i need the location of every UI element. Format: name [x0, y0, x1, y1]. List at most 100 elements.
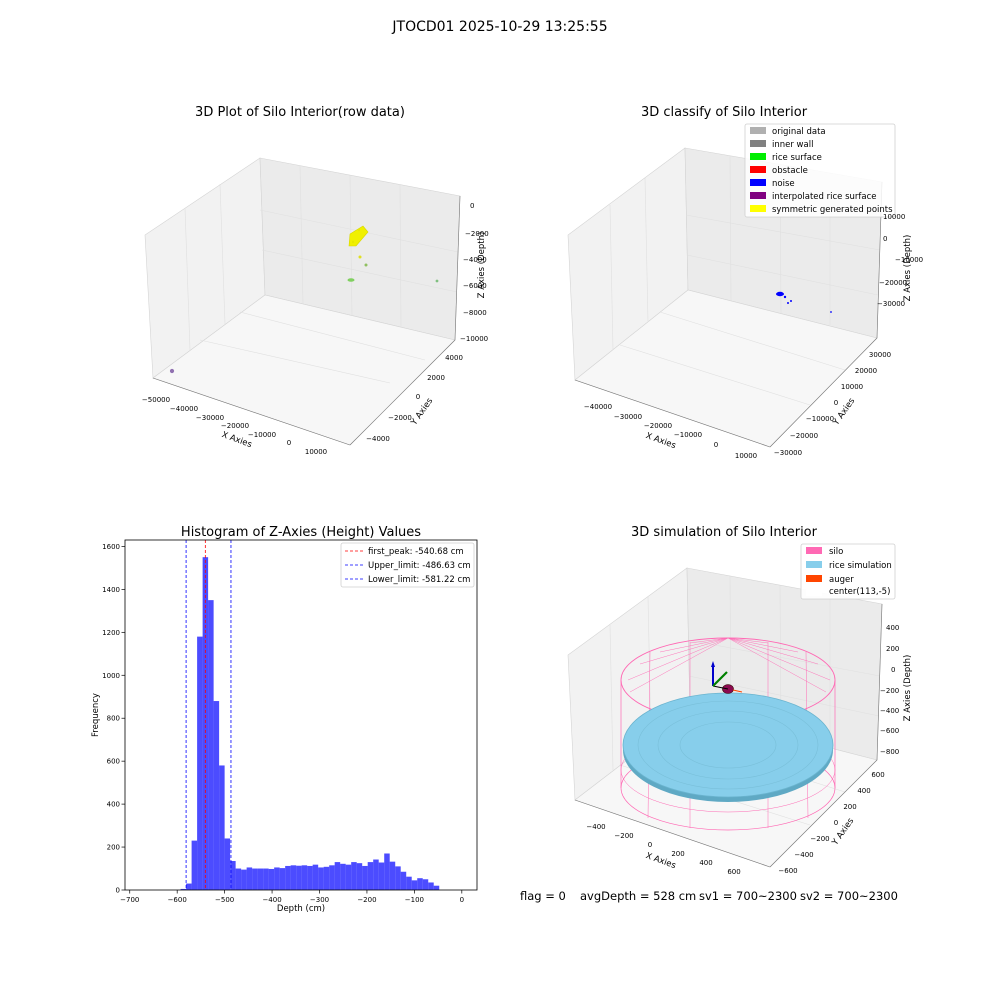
classify-z-tick: −20000	[879, 279, 907, 287]
histogram-bar	[318, 867, 324, 890]
raw-x-tick: −40000	[170, 405, 198, 413]
histogram-reference-lines	[185, 540, 232, 890]
histogram-x-tick-label: −600	[168, 896, 187, 904]
classify-y-tick: 20000	[855, 367, 877, 375]
histogram-x-tick-label: 0	[460, 896, 464, 904]
legend-label: original data	[772, 127, 826, 137]
simulation-z-tick: −800	[880, 748, 899, 756]
legend-label: auger	[829, 575, 854, 585]
simulation-y-tick: −600	[778, 867, 797, 875]
classify-x-ticks: −40000 −30000 −20000 −10000 0 10000	[584, 403, 757, 460]
raw-y-label: Y Axies	[409, 396, 436, 428]
auger-marker	[711, 661, 743, 694]
legend-label: symmetric generated points	[772, 205, 893, 215]
histogram-y-tick-label: 1000	[102, 672, 120, 680]
histogram-bar	[301, 865, 308, 890]
histogram-bar	[241, 869, 247, 890]
classify-x-tick: −30000	[614, 413, 642, 421]
histogram-bar	[384, 853, 390, 890]
histogram-bar	[312, 864, 319, 890]
simulation-legend: silo rice simulation auger center(113,-5…	[800, 543, 896, 600]
simulation-z-tick: 0	[891, 666, 895, 674]
legend-label: rice simulation	[829, 561, 892, 571]
raw-y-tick: 2000	[427, 374, 445, 382]
legend-entry-lower-limit: Lower_limit: -581.22 cm	[345, 575, 470, 585]
raw-z-tick: −6000	[463, 282, 487, 290]
histogram-bar	[373, 859, 379, 890]
legend-entry-rice-surface: rice surface	[750, 153, 822, 163]
histogram-bar	[274, 867, 280, 890]
histogram-bar	[285, 865, 291, 890]
legend-swatch	[806, 561, 822, 568]
simulation-x-ticks: −400 −200 0 200 400 600	[586, 823, 740, 876]
legend-entry-first-peak: first_peak: -540.68 cm	[345, 547, 464, 557]
legend-label: Upper_limit: -486.63 cm	[368, 561, 471, 571]
classify-x-tick: −40000	[584, 403, 612, 411]
simulation-x-tick: −200	[614, 832, 633, 840]
histogram-bar	[246, 867, 253, 890]
raw-y-tick: 0	[416, 393, 420, 401]
histogram-bar	[191, 840, 198, 890]
status-footer: flag = 0 avgDepth = 528 cm sv1 = 700~230…	[520, 889, 898, 903]
legend-entry-interpolated-rice-surface: interpolated rice surface	[750, 192, 877, 202]
panel-classify-3d: 3D classify of Silo Interior	[567, 105, 923, 460]
histogram-bar	[219, 765, 225, 890]
histogram-x-tick-label: −200	[357, 896, 376, 904]
raw-z-ticks: 0 −2000 −4000 −6000 −8000 −10000	[460, 202, 489, 343]
legend-swatch	[750, 140, 766, 147]
raw-x-tick: −20000	[221, 422, 249, 430]
histogram-bar	[345, 864, 352, 890]
histogram-bar	[186, 883, 192, 890]
classify-y-tick: 0	[834, 399, 838, 407]
histogram-y-tick-label: 400	[107, 801, 120, 809]
histogram-x-tick-label: −300	[310, 896, 329, 904]
legend-entry-obstacle: obstacle	[750, 166, 808, 176]
legend-swatch	[806, 547, 822, 554]
histogram-bar	[279, 868, 286, 890]
legend-entry-noise: noise	[750, 179, 795, 189]
legend-label: noise	[772, 179, 795, 189]
histogram-x-tick-label: −400	[262, 896, 281, 904]
histogram-y-tick-label: 1600	[102, 543, 120, 551]
histogram-bar	[428, 882, 434, 890]
histogram-bar	[329, 865, 335, 890]
panel-classify-title: 3D classify of Silo Interior	[641, 105, 808, 120]
legend-entry-center: center(113,-5)	[806, 587, 890, 597]
histogram-bar	[406, 876, 412, 890]
legend-label: obstacle	[772, 166, 808, 176]
flag-status: flag = 0	[520, 889, 566, 903]
classify-y-ticks: −30000 −20000 −10000 0 10000 20000 30000	[774, 351, 891, 457]
histogram-bar	[395, 866, 401, 890]
legend-label: interpolated rice surface	[772, 192, 877, 202]
classify-y-tick: −20000	[790, 432, 818, 440]
histogram-bar	[224, 838, 231, 890]
raw-z-label: Z Axies (Depth)	[477, 232, 487, 299]
classify-x-tick: 10000	[735, 452, 757, 460]
histogram-bar	[263, 868, 269, 890]
rice-simulation-surface	[622, 692, 834, 802]
legend-swatch	[750, 127, 766, 134]
classify-point-cloud	[776, 291, 832, 313]
panel-simulation-title: 3D simulation of Silo Interior	[631, 525, 818, 540]
classify-legend: original data inner wall rice surface ob…	[744, 123, 896, 218]
classify-z-ticks: 10000 0 −10000 −20000 −30000	[877, 213, 923, 308]
legend-swatch	[750, 153, 766, 160]
histogram-bar	[230, 861, 236, 890]
legend-swatch	[806, 575, 822, 582]
legend-entry-auger: auger	[806, 575, 854, 585]
histogram-bar	[208, 600, 214, 890]
classify-y-tick: 30000	[869, 351, 891, 359]
panel-raw-3d: 3D Plot of Silo Interior(row data)	[142, 105, 489, 456]
histogram-title: Histogram of Z-Axies (Height) Values	[181, 525, 421, 540]
raw-x-tick: −10000	[248, 431, 276, 439]
raw-z-tick: −2000	[465, 230, 489, 238]
legend-label: silo	[829, 547, 843, 557]
classify-z-tick: −30000	[877, 300, 905, 308]
histogram-bar	[257, 868, 264, 890]
legend-entry-rice-simulation: rice simulation	[806, 561, 892, 571]
simulation-y-tick: −400	[794, 851, 813, 859]
histogram-bar	[400, 871, 407, 890]
raw-z-tick: −4000	[463, 256, 487, 264]
classify-z-label: Z Axies (Depth)	[903, 235, 913, 302]
raw-3d-box	[144, 157, 461, 446]
